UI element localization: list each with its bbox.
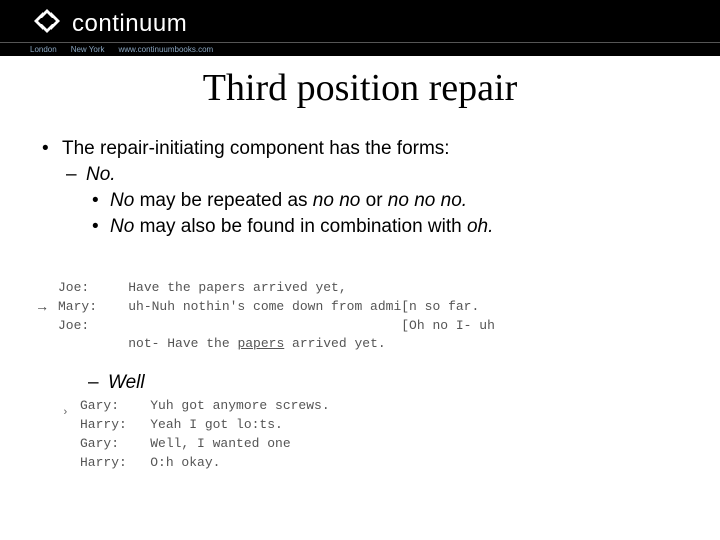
t2-line: Gary: Yuh got anymore screws. — [80, 398, 330, 413]
slide-title: Third position repair — [40, 66, 680, 110]
slide-header: continuum London New York www.continuumb… — [0, 0, 720, 56]
arrow-icon: › — [62, 406, 69, 422]
t1-line: Joe: Have the papers arrived yet, — [58, 280, 347, 295]
slide-body: Third position repair The repair-initiat… — [0, 56, 720, 472]
t2-line: Gary: Well, I wanted one — [80, 436, 291, 451]
t1-line-part: not- Have the — [58, 336, 237, 351]
bullet-no-oh: No may also be found in combination with… — [86, 216, 680, 238]
bullet-main: The repair-initiating component has the … — [40, 138, 680, 238]
header-sub-item: New York — [71, 45, 105, 54]
t1-line-part: arrived yet. — [284, 336, 385, 351]
t2-line: Harry: O:h okay. — [80, 455, 220, 470]
brand-logo: continuum — [0, 0, 720, 41]
header-subline: London New York www.continuumbooks.com — [0, 42, 720, 56]
header-sub-item: www.continuumbooks.com — [119, 45, 214, 54]
bullet-main-text: The repair-initiating component has the … — [62, 138, 450, 159]
bullet-no-text: No. — [86, 164, 116, 185]
transcript-1: →Joe: Have the papers arrived yet, Mary:… — [58, 260, 680, 354]
arrow-icon: → — [38, 298, 46, 318]
brand-name: continuum — [72, 10, 187, 38]
continuum-logo-icon — [30, 6, 64, 41]
bullet-no: No. No may be repeated as no no or no no… — [62, 164, 680, 238]
t1-line: Joe: [Oh no I- uh — [58, 318, 495, 333]
t2-line: Harry: Yeah I got lo:ts. — [80, 417, 283, 432]
transcript-2: ›Gary: Yuh got anymore screws. Harry: Ye… — [80, 378, 680, 472]
bullet-no-repeat: No may be repeated as no no or no no no. — [86, 190, 680, 212]
t1-line: Mary: uh-Nuh nothin's come down from adm… — [58, 299, 479, 314]
t1-line-underline: papers — [237, 336, 284, 351]
header-sub-item: London — [30, 45, 57, 54]
bullet-list: The repair-initiating component has the … — [40, 138, 680, 238]
